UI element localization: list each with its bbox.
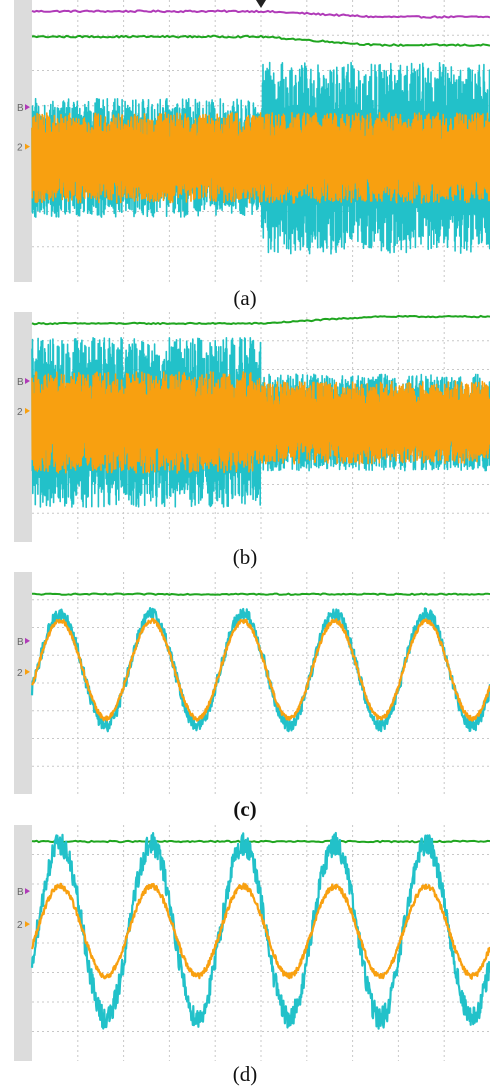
channel-marker-arrow: [25, 104, 30, 111]
trace-series-0: [31, 9, 490, 19]
trace-series-1: [31, 34, 490, 47]
scope-plot-c: B2: [17, 572, 490, 794]
channel-marker-1: 2: [17, 143, 23, 154]
trigger-marker-icon: [256, 0, 266, 8]
trace-series-3: [31, 112, 490, 204]
caption-b: (b): [232, 545, 258, 569]
scope-plot-b: B2: [17, 312, 490, 542]
trace-series-2: [31, 371, 490, 474]
trace-series-0: [31, 314, 490, 326]
channel-marker-arrow: [25, 888, 30, 895]
trace-series-0: [31, 839, 490, 844]
channel-marker-arrow: [25, 637, 30, 644]
channel-marker-arrow: [25, 378, 30, 384]
channel-marker-arrow: [25, 407, 30, 414]
channel-marker-arrow: [25, 143, 30, 150]
caption-d: (d): [232, 1062, 258, 1086]
channel-marker-1: 2: [17, 920, 23, 931]
trace-series-2: [31, 617, 490, 722]
channel-marker-arrow: [25, 921, 30, 928]
caption-c: (c): [233, 797, 257, 821]
channel-marker-0: B: [17, 377, 24, 388]
caption-a: (a): [233, 286, 257, 310]
trace-series-0: [32, 592, 490, 596]
channel-marker-arrow: [25, 668, 30, 675]
channel-marker-0: B: [17, 103, 24, 114]
trace-series-1: [30, 831, 490, 1030]
channel-marker-1: 2: [17, 668, 23, 679]
channel-marker-0: B: [17, 887, 24, 898]
channel-marker-0: B: [17, 637, 24, 648]
scope-plot-d: B2: [17, 825, 490, 1061]
trace-series-2: [30, 882, 490, 980]
scope-plot-a: B2: [17, 0, 490, 282]
channel-marker-1: 2: [17, 407, 23, 418]
